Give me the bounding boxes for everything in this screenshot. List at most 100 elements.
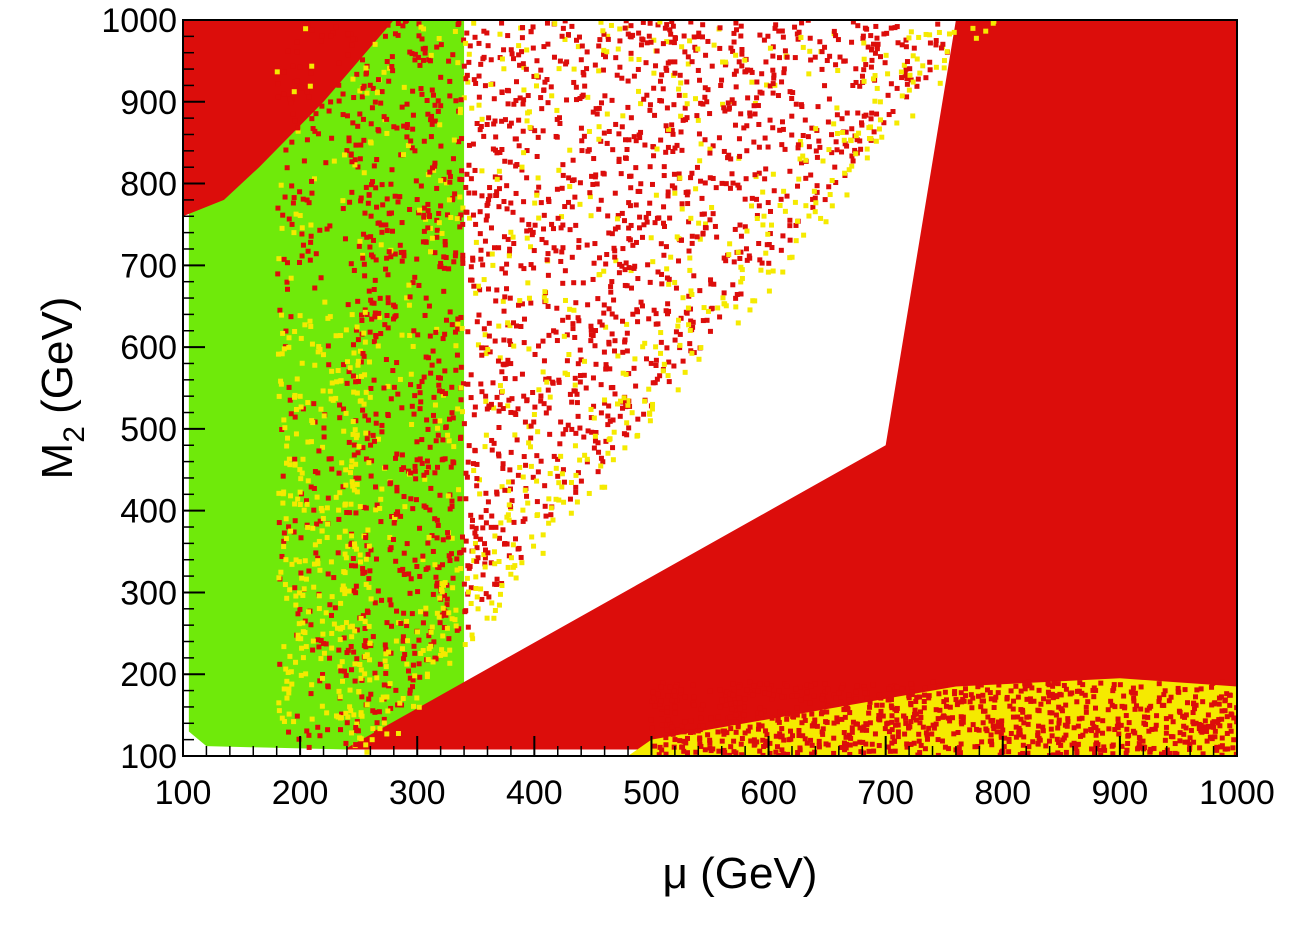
data-point [281, 69, 287, 75]
data-point [395, 32, 401, 38]
data-point [358, 359, 364, 365]
data-point [524, 493, 530, 499]
data-point [771, 72, 777, 78]
data-point [933, 38, 939, 44]
data-point [481, 54, 487, 60]
data-point [450, 585, 456, 591]
data-point [994, 723, 1000, 729]
data-point [360, 116, 366, 122]
data-point [381, 114, 387, 120]
data-point [913, 698, 919, 704]
data-point [696, 131, 702, 137]
data-point [656, 215, 662, 221]
data-point [369, 458, 375, 464]
data-point [903, 720, 909, 726]
data-point [534, 192, 540, 198]
data-point [755, 714, 761, 720]
data-point [399, 104, 405, 110]
data-point [787, 89, 793, 95]
data-point [728, 726, 734, 732]
data-point [797, 745, 803, 751]
data-point [571, 307, 577, 313]
data-point [275, 351, 281, 357]
data-point [999, 723, 1005, 729]
data-point [507, 159, 513, 165]
data-point [525, 93, 531, 99]
data-point [895, 40, 901, 46]
data-point [358, 373, 364, 379]
data-point [365, 552, 371, 558]
data-point [301, 85, 307, 91]
data-point [597, 255, 603, 261]
data-point [628, 56, 634, 62]
data-point [477, 231, 483, 237]
data-point [758, 711, 764, 717]
data-point [1061, 682, 1067, 688]
data-point [1222, 697, 1228, 703]
data-point [292, 462, 298, 468]
data-point [760, 737, 766, 743]
data-point [895, 722, 901, 728]
data-point [741, 704, 747, 710]
data-point [657, 701, 663, 707]
data-point [301, 158, 307, 164]
data-point [800, 733, 806, 739]
data-point [978, 682, 984, 688]
data-point [359, 94, 365, 100]
data-point [390, 368, 396, 374]
data-point [559, 214, 565, 220]
data-point [889, 727, 895, 733]
data-point [678, 687, 684, 693]
data-point [907, 72, 913, 78]
data-point [530, 390, 536, 396]
data-point [511, 519, 517, 525]
data-point [437, 388, 443, 394]
data-point [476, 40, 482, 46]
data-point [680, 358, 686, 364]
data-point [418, 609, 424, 615]
data-point [550, 517, 556, 523]
data-point [853, 696, 859, 702]
data-point [755, 103, 761, 109]
data-point [438, 263, 444, 269]
data-point [770, 67, 776, 73]
data-point [665, 717, 671, 723]
data-point [829, 132, 835, 138]
data-point [475, 342, 481, 348]
data-point [739, 736, 745, 742]
data-point [802, 117, 808, 123]
data-point [547, 431, 553, 437]
data-point [499, 118, 505, 124]
data-point [1124, 747, 1130, 753]
data-point [479, 596, 485, 602]
data-point [1230, 745, 1236, 751]
data-point [544, 379, 550, 385]
data-point [441, 176, 447, 182]
data-point [573, 84, 579, 90]
data-point [285, 286, 291, 292]
data-point [1015, 714, 1021, 720]
data-point [357, 559, 363, 565]
data-point [437, 595, 443, 601]
data-point [918, 709, 924, 715]
data-point [1071, 740, 1077, 746]
data-point [869, 741, 875, 747]
data-point [1228, 728, 1234, 734]
data-point [1036, 687, 1042, 693]
data-point [388, 210, 394, 216]
data-point [853, 66, 859, 72]
data-point [368, 473, 374, 479]
x-axis-title: μ (GeV) [663, 849, 818, 898]
data-point [720, 295, 726, 301]
data-point [843, 734, 849, 740]
data-point [488, 560, 494, 566]
data-point [979, 698, 985, 704]
data-point [763, 742, 769, 748]
data-point [275, 81, 281, 87]
data-point [795, 36, 801, 42]
data-point [741, 712, 747, 718]
data-point [321, 413, 327, 419]
data-point [293, 602, 299, 608]
data-point [573, 489, 579, 495]
data-point [668, 728, 674, 734]
